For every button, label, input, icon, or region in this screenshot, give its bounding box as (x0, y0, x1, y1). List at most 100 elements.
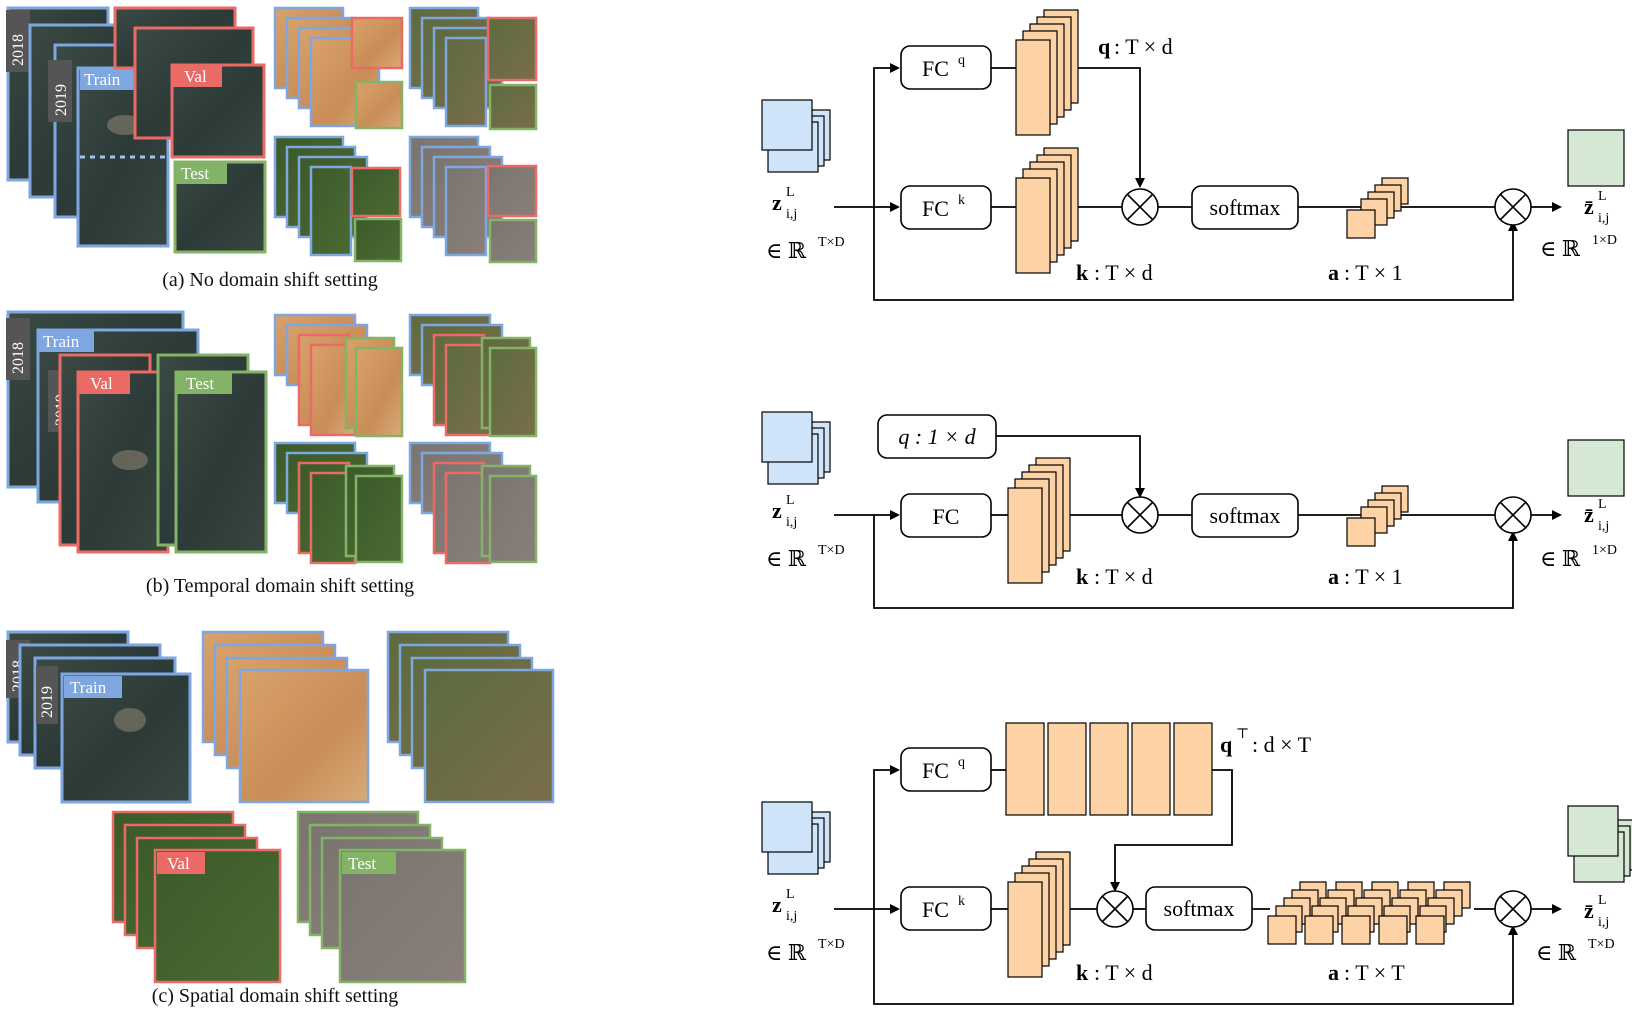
softmax-label-mid: softmax (1210, 503, 1281, 528)
caption-b: (b) Temporal domain shift setting (146, 575, 414, 597)
stack-forest-a (273, 135, 403, 263)
a-dims: : T × 1 (1344, 260, 1403, 285)
output-tensor-mid (1567, 439, 1625, 497)
fc-q-sup-bot: q (958, 755, 965, 770)
a-label: a (1328, 260, 1339, 285)
panel-a: 2018 2019 Train Val Test (6, 6, 538, 291)
stack-desert-c (201, 630, 370, 804)
a-tensor-stack (1346, 177, 1409, 239)
k-tensor-stack-bot (1007, 851, 1071, 978)
input-space-sup: T×D (818, 235, 845, 250)
output-sub: i,j (1598, 211, 1609, 226)
input-z: z (772, 190, 782, 215)
output-tensor-stack-bot (1567, 805, 1632, 883)
qt-dims: : d × T (1252, 732, 1312, 757)
output-z: z̄ (1584, 194, 1594, 219)
qt-tensor-row (1005, 722, 1213, 816)
stack-field-a (408, 6, 538, 131)
softmax-label: softmax (1210, 195, 1281, 220)
diagram-bot: z i,j L ∈ ℝ T×D FC q q ⊤ : d × T FC k (761, 722, 1632, 1005)
fc-q-label: FC (922, 56, 949, 81)
test-label-b: Test (186, 374, 214, 393)
output-sub-mid: i,j (1598, 519, 1609, 534)
input-space-sup-bot: T×D (818, 937, 845, 952)
panel-c: 2018 2019 Train Val (6, 630, 555, 1007)
output-sup-bot: L (1598, 893, 1607, 908)
a-label-bot: a (1328, 960, 1339, 985)
k-tensor-stack (1015, 147, 1079, 274)
stack-forest-b (273, 441, 404, 565)
stack-desert-b (273, 313, 404, 438)
k-dims-bot: : T × d (1094, 960, 1153, 985)
stack-city-a (408, 135, 538, 264)
qt-sup: ⊤ (1236, 727, 1249, 742)
fc-label-mid: FC (933, 504, 960, 529)
train-label: Train (84, 70, 121, 89)
a-label-mid: a (1328, 564, 1339, 589)
year-2018-label: 2018 (10, 34, 27, 66)
input-sub: i,j (786, 207, 797, 222)
q-const-label: q : 1 × d (898, 424, 976, 449)
output-z-bot: z̄ (1584, 898, 1594, 923)
output-sup: L (1598, 189, 1607, 204)
fc-k-label-bot: FC (922, 897, 949, 922)
stack-city-b (408, 441, 538, 565)
output-space-sup: 1×D (1592, 233, 1617, 248)
k-label: k (1076, 260, 1089, 285)
input-space: ∈ ℝ (766, 238, 807, 263)
input-z-mid: z (772, 498, 782, 523)
train-label-b: Train (43, 332, 80, 351)
output-space: ∈ ℝ (1540, 236, 1581, 261)
output-space-mid: ∈ ℝ (1540, 546, 1581, 571)
test-label: Test (181, 164, 209, 183)
test-label-c: Test (348, 854, 376, 873)
k-label-mid: k (1076, 564, 1089, 589)
q-label: q (1098, 34, 1111, 59)
fc-q-sup: q (958, 53, 965, 68)
input-space-sup-mid: T×D (818, 543, 845, 558)
diagram-mid: z i,j L ∈ ℝ T×D q : 1 × d FC k : T × d s… (761, 411, 1625, 609)
q-dims: : T × d (1114, 34, 1173, 59)
stack-field-c (386, 630, 555, 804)
a-tensor-stack-mid (1346, 485, 1409, 547)
k-tensor-stack-mid (1007, 457, 1071, 584)
input-sup-mid: L (786, 493, 795, 508)
output-space-sup-mid: 1×D (1592, 543, 1617, 558)
input-sub-bot: i,j (786, 909, 797, 924)
panel-b: 2018 Train 2019 Val Test (6, 310, 538, 597)
a-dims-bot: : T × T (1344, 960, 1405, 985)
year-2019-label-c: 2019 (39, 686, 56, 718)
stack-desert-a (273, 6, 404, 130)
stack-city-test-c: Test (296, 810, 467, 984)
year-tag-2019 (48, 60, 72, 122)
input-z-bot: z (772, 892, 782, 917)
input-tensor-stack-bot (761, 801, 831, 875)
input-sub-mid: i,j (786, 515, 797, 530)
stack-forest-val-c: Val (111, 810, 282, 984)
output-sub-bot: i,j (1598, 915, 1609, 930)
output-space-bot: ∈ ℝ (1536, 940, 1577, 965)
caption-c: (c) Spatial domain shift setting (152, 985, 399, 1007)
output-tensor (1567, 129, 1625, 187)
output-space-sup-bot: T×D (1588, 937, 1615, 952)
val-label: Val (184, 67, 207, 86)
year-tag-2018 (6, 10, 30, 72)
output-sup-mid: L (1598, 497, 1607, 512)
a-matrix-stack (1267, 881, 1471, 945)
fc-k-sup-bot: k (958, 894, 965, 909)
input-space-mid: ∈ ℝ (766, 546, 807, 571)
k-label-bot: k (1076, 960, 1089, 985)
val-label-c: Val (167, 854, 190, 873)
year-2019-label: 2019 (53, 84, 70, 116)
input-tensor-stack (761, 99, 831, 173)
fc-k-label: FC (922, 196, 949, 221)
train-label-c: Train (70, 678, 107, 697)
year-2018-label-b: 2018 (10, 342, 27, 374)
val-label-b: Val (90, 374, 113, 393)
a-dims-mid: : T × 1 (1344, 564, 1403, 589)
input-sup-bot: L (786, 887, 795, 902)
input-space-bot: ∈ ℝ (766, 940, 807, 965)
fc-k-sup: k (958, 193, 965, 208)
fc-q-label-bot: FC (922, 758, 949, 783)
